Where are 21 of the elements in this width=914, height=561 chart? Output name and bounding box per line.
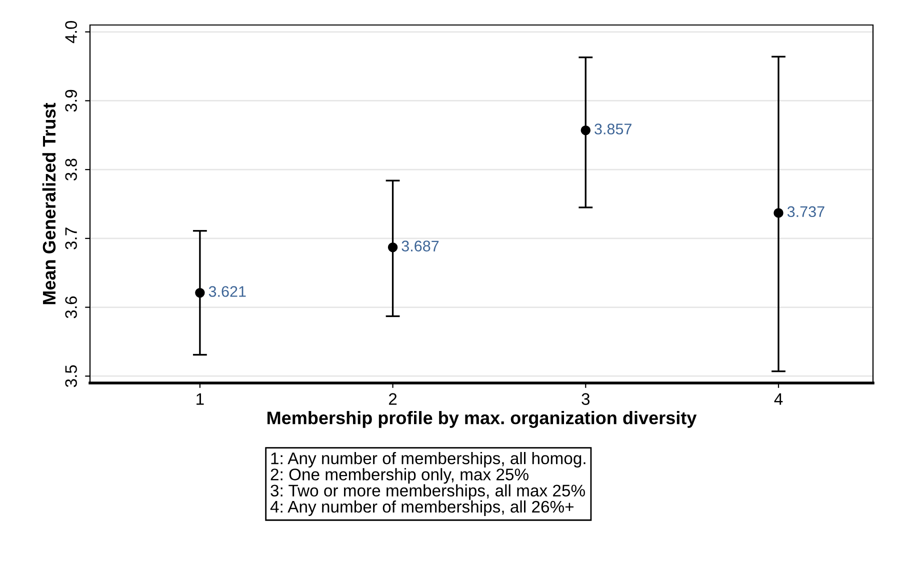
- y-tick-label: 3.6: [65, 296, 77, 318]
- point: [388, 242, 398, 252]
- y-tick-label: 4.0: [65, 20, 77, 44]
- y-tick-label: 3.5: [65, 365, 77, 388]
- x-tick-label: 3: [582, 393, 590, 405]
- y-tick-label: 3.9: [65, 90, 77, 112]
- x-tick-label: 4: [774, 393, 783, 405]
- point: [580, 125, 591, 136]
- y-axis-title: Mean Generalized Trust: [42, 102, 56, 304]
- data-label: 3.621: [208, 286, 246, 297]
- y-tick-label: 3.8: [65, 158, 77, 181]
- data-label: 3.687: [402, 240, 439, 252]
- point: [195, 288, 205, 298]
- data-label: 3.857: [594, 124, 632, 134]
- data-label: 3.737: [787, 206, 824, 218]
- x-tick-label: 1: [196, 393, 204, 405]
- x-tick-label: 2: [388, 393, 397, 405]
- point: [774, 208, 784, 218]
- y-tick-label: 3.7: [65, 228, 77, 250]
- text: 1: Any number of memberships, all homog. 2: One membership only, max 25% 3: Two or more memberships, all max 25% 4: Any number of memberships, all 26%+: [270, 452, 586, 516]
- x-axis-title: Membership profile by max. organization diversity: [268, 411, 697, 428]
